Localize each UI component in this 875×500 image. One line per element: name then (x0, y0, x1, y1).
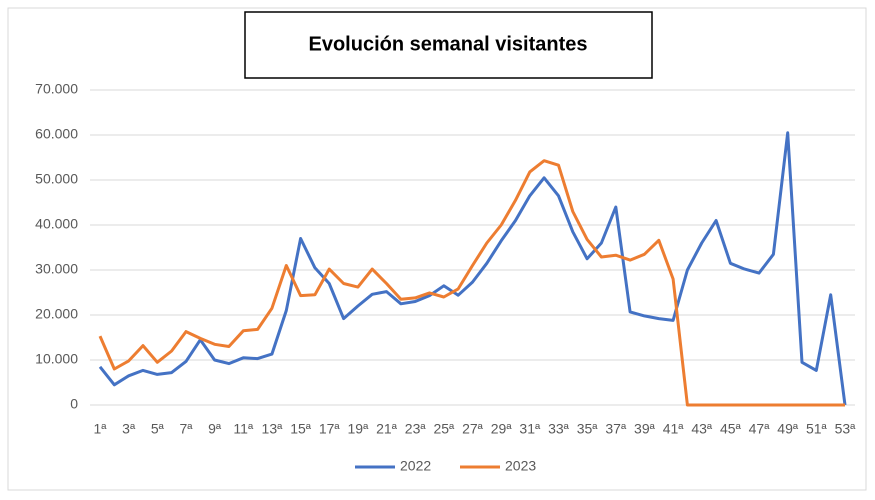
y-tick-label: 50.000 (35, 171, 78, 187)
x-tick-label: 39ª (634, 421, 656, 437)
x-tick-label: 3ª (122, 421, 136, 437)
x-tick-label: 9ª (208, 421, 222, 437)
x-tick-label: 21ª (376, 421, 398, 437)
x-tick-label: 7ª (179, 421, 193, 437)
x-tick-label: 15ª (290, 421, 312, 437)
x-tick-label: 33ª (548, 421, 570, 437)
x-tick-label: 47ª (749, 421, 771, 437)
y-tick-label: 40.000 (35, 216, 78, 232)
y-tick-label: 70.000 (35, 81, 78, 97)
chart-title: Evolución semanal visitantes (309, 33, 588, 55)
chart-frame (7, 7, 867, 491)
x-tick-label: 35ª (577, 421, 599, 437)
x-tick-label: 13ª (262, 421, 284, 437)
y-tick-label: 10.000 (35, 351, 78, 367)
x-tick-label: 31ª (519, 421, 541, 437)
x-tick-label: 45ª (720, 421, 742, 437)
x-tick-label: 53ª (835, 421, 857, 437)
x-tick-label: 5ª (151, 421, 165, 437)
series-line (98, 159, 845, 407)
series-line (98, 131, 847, 406)
x-tick-label: 17ª (319, 421, 341, 437)
x-tick-label: 43ª (691, 421, 713, 437)
y-tick-label: 0 (70, 396, 78, 412)
x-tick-label: 37ª (605, 421, 627, 437)
legend-label: 2023 (505, 458, 536, 474)
legend-label: 2022 (400, 458, 431, 474)
x-tick-label: 25ª (433, 421, 455, 437)
x-tick-label: 29ª (491, 421, 513, 437)
x-tick-label: 1ª (94, 421, 108, 437)
x-tick-label: 41ª (663, 421, 685, 437)
y-tick-label: 60.000 (35, 126, 78, 142)
x-tick-label: 49ª (777, 421, 799, 437)
y-tick-label: 20.000 (35, 306, 78, 322)
x-tick-label: 19ª (348, 421, 370, 437)
y-tick-label: 30.000 (35, 261, 78, 277)
x-tick-label: 23ª (405, 421, 427, 437)
x-tick-label: 11ª (233, 421, 254, 437)
title-box (244, 11, 653, 79)
x-tick-label: 51ª (806, 421, 828, 437)
x-tick-label: 27ª (462, 421, 484, 437)
